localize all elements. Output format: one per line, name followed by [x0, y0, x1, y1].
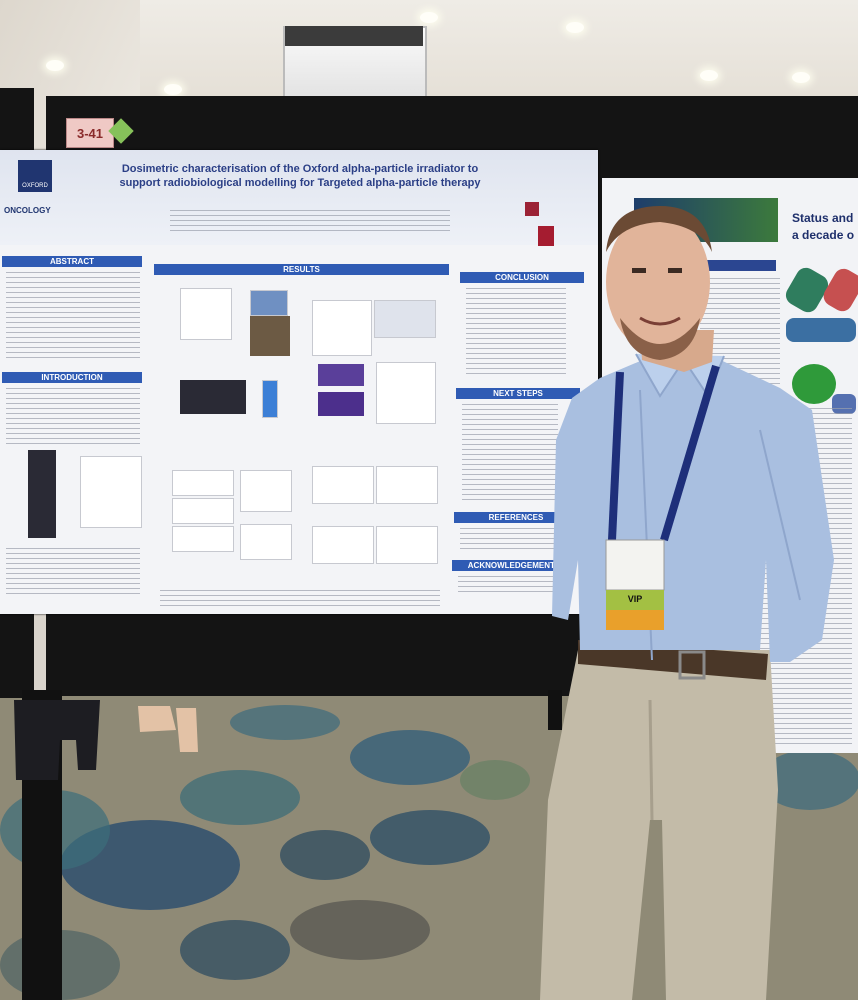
board-stand	[548, 690, 562, 730]
university-logo: OXFORD	[18, 160, 52, 192]
department-logo: ONCOLOGY	[4, 206, 51, 215]
neighbour-poster-title: Status and a decade o	[792, 211, 855, 242]
section-conclusion: CONCLUSION	[460, 272, 584, 283]
hospital-logo	[525, 202, 539, 216]
section-acknowledgements: ACKNOWLEDGEMENTS	[452, 560, 576, 571]
main-poster: OXFORD ONCOLOGY Dosimetric characterisat…	[0, 150, 598, 614]
neighbour-section-header	[702, 260, 776, 271]
ceiling-light	[420, 12, 438, 23]
poster-title: Dosimetric characterisation of the Oxfor…	[119, 163, 481, 189]
badge-ribbon: VIP	[627, 594, 643, 604]
booth-number-tag: 3-41	[66, 118, 114, 148]
ceiling-light	[700, 70, 718, 81]
section-abstract: ABSTRACT	[2, 256, 142, 267]
ceiling-vent-frame	[285, 26, 423, 46]
section-references: REFERENCES	[454, 512, 578, 523]
section-next-steps: NEXT STEPS	[456, 388, 580, 399]
ceiling-light	[566, 22, 584, 33]
ceiling-light	[164, 84, 182, 95]
section-results: RESULTS	[154, 264, 449, 275]
ceiling-light	[792, 72, 810, 83]
section-introduction: INTRODUCTION	[2, 372, 142, 383]
ceiling-light	[46, 60, 64, 71]
harvard-shield-logo	[538, 226, 554, 246]
